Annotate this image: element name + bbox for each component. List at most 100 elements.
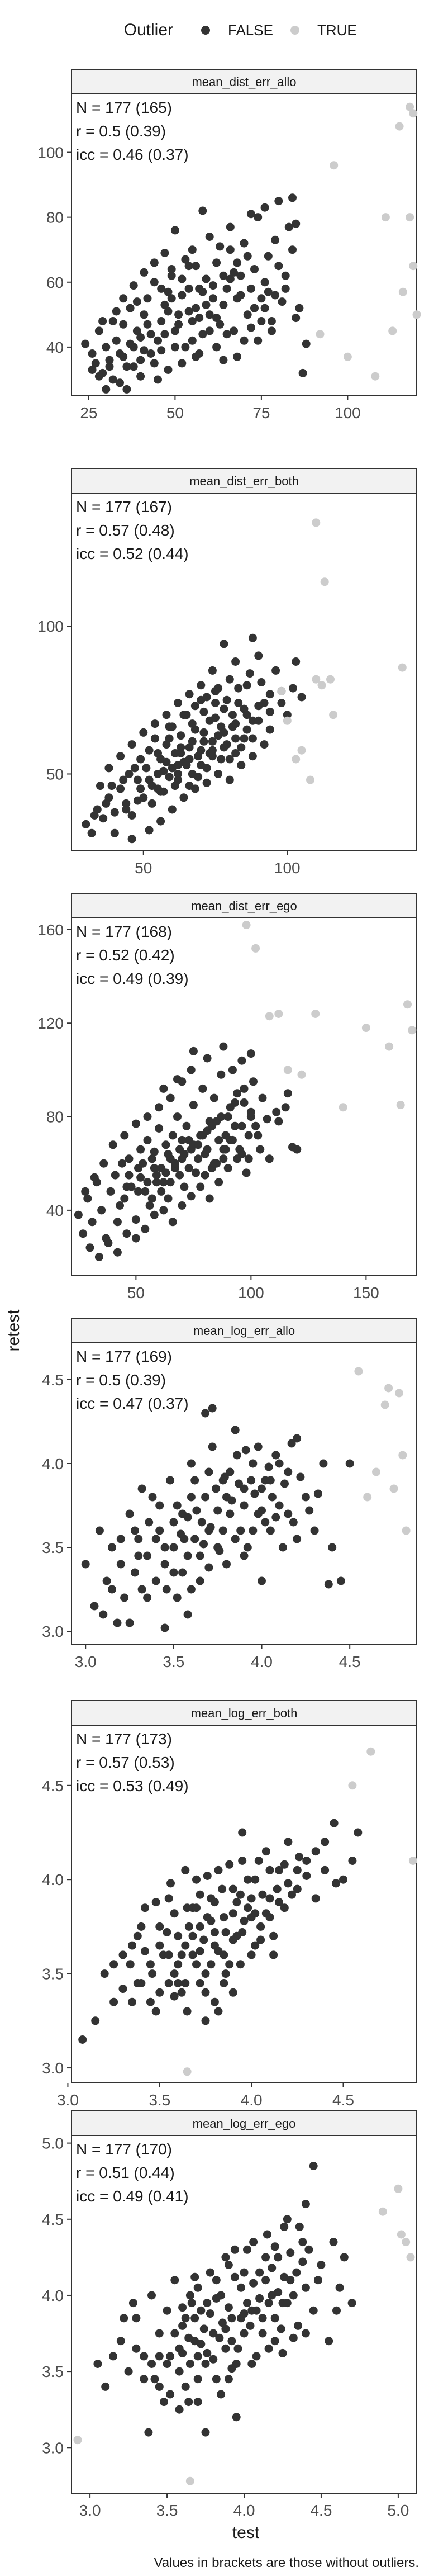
point-non-outlier [250,304,259,312]
point-outlier [412,310,421,319]
point-non-outlier [156,787,165,796]
point-non-outlier [146,1960,155,1969]
point-non-outlier [127,811,136,820]
point-non-outlier [298,2257,307,2266]
point-non-outlier [302,339,311,348]
point-non-outlier [174,699,183,707]
point-non-outlier [179,711,188,719]
point-non-outlier [247,1894,256,1903]
point-non-outlier [174,1960,183,1969]
point-outlier [274,1010,283,1018]
y-tick-label: 3.0 [42,2059,64,2077]
point-non-outlier [215,2333,224,2342]
point-non-outlier [273,1884,282,1893]
point-non-outlier [126,1960,135,1969]
y-tick-label: 3.5 [42,2363,64,2380]
point-non-outlier [189,1046,198,1055]
point-non-outlier [221,1928,230,1936]
point-non-outlier [260,203,269,212]
point-outlier [406,213,414,222]
point-non-outlier [97,1206,106,1215]
point-non-outlier [177,731,185,740]
point-non-outlier [305,1506,314,1515]
point-outlier [242,921,251,929]
point-non-outlier [192,1875,201,1884]
point-non-outlier [147,799,156,808]
point-non-outlier [339,1875,347,1884]
y-tick-label: 100 [37,618,64,635]
point-non-outlier [151,2007,160,2016]
point-non-outlier [175,2405,184,2414]
point-non-outlier [196,1922,204,1931]
point-non-outlier [156,817,165,826]
point-non-outlier [137,1484,146,1493]
point-non-outlier [111,1171,120,1180]
point-non-outlier [133,775,142,784]
point-outlier [361,1024,370,1033]
point-non-outlier [113,1218,122,1227]
point-non-outlier [222,1560,231,1569]
point-non-outlier [219,1042,228,1051]
point-non-outlier [209,1093,218,1102]
x-axis-label: test [232,2523,260,2542]
stats-annotation: icc = 0.49 (0.41) [76,2187,189,2205]
x-tick-label: 150 [353,1284,379,1301]
y-tick-label: 4.0 [42,1871,64,1888]
point-non-outlier [255,2268,264,2277]
point-non-outlier [139,728,148,737]
point-non-outlier [197,1518,206,1527]
point-outlier [73,2436,82,2445]
point-non-outlier [231,734,240,743]
point-non-outlier [148,1969,157,1978]
point-outlier [372,1467,380,1476]
stats-annotation: N = 177 (165) [76,99,172,116]
point-non-outlier [244,1131,253,1140]
facet-panel: mean_dist_err_both N = 177 (167) r = 0.57 … [37,468,417,877]
point-non-outlier [155,1941,164,1950]
point-non-outlier [88,1218,97,1227]
point-non-outlier [184,284,193,293]
point-non-outlier [188,737,197,746]
point-outlier [408,1026,417,1035]
point-non-outlier [271,1451,280,1460]
point-non-outlier [189,1140,198,1149]
point-non-outlier [134,1535,143,1543]
point-non-outlier [220,704,228,713]
point-non-outlier [257,678,266,686]
point-non-outlier [223,1112,232,1121]
point-non-outlier [154,749,162,757]
point-non-outlier [195,314,204,323]
point-non-outlier [140,346,149,355]
point-non-outlier [94,326,103,335]
point-non-outlier [269,1931,278,1940]
point-outlier [389,1484,398,1493]
point-non-outlier [119,352,128,361]
point-non-outlier [289,1518,298,1527]
point-non-outlier [293,1434,302,1443]
point-non-outlier [241,1446,250,1455]
point-non-outlier [87,828,96,837]
point-non-outlier [108,1543,116,1552]
point-non-outlier [181,2382,190,2391]
point-non-outlier [228,1988,237,1997]
point-non-outlier [160,330,169,339]
point-outlier [297,1070,306,1079]
y-tick-label: 4.5 [42,2211,64,2228]
point-non-outlier [116,2337,125,2346]
point-non-outlier [206,2268,214,2277]
point-non-outlier [256,1922,265,1931]
point-non-outlier [250,265,259,273]
point-non-outlier [238,1828,247,1837]
point-non-outlier [269,1950,278,1959]
point-non-outlier [150,1210,159,1219]
point-non-outlier [157,346,166,355]
point-non-outlier [226,1509,235,1518]
point-non-outlier [206,1523,215,1532]
stats-annotation: r = 0.5 (0.39) [76,122,166,140]
point-non-outlier [184,2398,193,2407]
point-outlier [297,746,306,755]
point-non-outlier [220,1979,228,1987]
point-non-outlier [284,1838,293,1846]
point-non-outlier [226,1467,235,1476]
point-non-outlier [163,2306,171,2315]
